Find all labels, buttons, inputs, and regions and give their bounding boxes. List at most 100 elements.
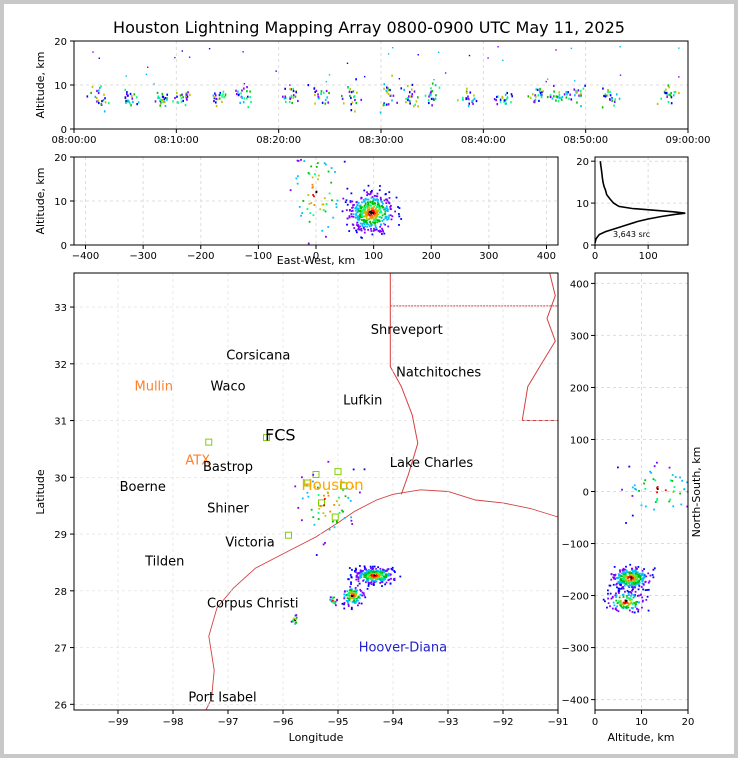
time-height-source-point <box>177 101 179 104</box>
time-height-source-point <box>400 87 403 90</box>
east-west-source-point <box>370 230 373 232</box>
time-height-source-point <box>100 85 102 88</box>
map-source-point <box>374 578 377 580</box>
time-height-source-point <box>246 90 248 93</box>
east-west-source-point <box>308 173 311 175</box>
map-source-point <box>343 593 346 596</box>
east-west-source-point <box>371 221 374 224</box>
north-south-source-point <box>630 584 633 587</box>
map-source-point <box>368 571 371 574</box>
east-west-source-point <box>382 206 385 209</box>
east-west-source-point <box>374 214 377 216</box>
north-south-height-xlabel: Altitude, km <box>607 731 674 744</box>
north-south-source-point <box>617 580 620 583</box>
time-height-source-point <box>326 96 329 99</box>
ns-xtick-label-3: 20 <box>682 717 695 728</box>
east-west-source-point <box>311 186 314 189</box>
north-south-source-point <box>626 571 628 574</box>
north-south-source-point <box>618 601 621 604</box>
map-xtick-label-1: −99 <box>107 717 128 728</box>
sensor-station-marker-1 <box>205 438 213 446</box>
time-height-source-point <box>249 96 251 99</box>
map-source-point <box>356 584 359 587</box>
time-height-source-point <box>97 101 100 105</box>
east-west-source-point <box>378 189 381 192</box>
map-source-point <box>385 581 388 584</box>
map-source-point <box>390 567 393 570</box>
north-south-source-point <box>637 610 640 613</box>
time-height-source-point <box>669 94 672 97</box>
east-west-source-point <box>398 207 401 209</box>
map-source-point <box>355 578 358 581</box>
map-source-point <box>353 590 356 593</box>
time-height-source-point <box>214 101 217 104</box>
east-west-source-point <box>371 216 374 219</box>
time-height-source-point <box>131 97 134 100</box>
map-xtick-label-9: −91 <box>547 717 568 728</box>
east-west-source-point <box>370 210 373 213</box>
east-west-source-point <box>307 194 310 196</box>
map-source-point <box>348 592 351 594</box>
map-source-point <box>367 573 369 576</box>
map-xtick-label-5: −95 <box>327 717 348 728</box>
time-height-source-point <box>499 98 502 101</box>
map-source-point <box>351 592 353 595</box>
time-height-source-point <box>615 93 618 96</box>
map-source-point <box>370 567 373 570</box>
time-height-source-point <box>383 87 385 90</box>
map-source-point <box>363 568 366 571</box>
north-south-source-point <box>618 596 621 599</box>
time-height-xtick-label-2: 08:10:00 <box>154 135 199 146</box>
map-source-point <box>329 598 332 601</box>
map-source-point <box>370 569 373 572</box>
time-height-source-point <box>283 97 286 100</box>
map-axes-box <box>73 272 559 711</box>
east-west-source-point <box>378 207 381 210</box>
time-height-source-point <box>182 96 184 99</box>
east-west-source-point <box>388 197 391 199</box>
map-source-point <box>331 599 334 602</box>
north-south-source-point <box>631 583 633 585</box>
map-source-point <box>385 570 388 572</box>
north-south-source-point <box>621 488 623 491</box>
map-source-point <box>375 578 378 581</box>
east-west-source-point <box>356 211 359 214</box>
north-south-source-point <box>640 586 643 588</box>
east-west-source-point <box>342 197 345 200</box>
north-south-source-point <box>633 570 636 573</box>
east-west-source-point <box>395 196 398 199</box>
north-south-source-point <box>630 594 632 597</box>
time-height-source-point <box>430 87 432 90</box>
east-west-source-point <box>309 212 312 214</box>
time-height-ylabel: Altitude, km <box>34 51 47 118</box>
time-height-source-point <box>668 86 670 89</box>
time-height-source-point <box>350 91 353 94</box>
map-source-point <box>380 580 383 582</box>
time-height-source-point <box>186 95 189 98</box>
east-west-source-point <box>362 208 365 211</box>
time-height-source-point <box>607 91 609 94</box>
time-height-source-point <box>346 62 349 65</box>
map-source-point <box>342 510 344 513</box>
time-height-source-point <box>496 103 499 106</box>
time-height-source-point <box>398 78 401 80</box>
north-south-source-point <box>634 593 637 596</box>
ns-ytick-label-9: 400 <box>570 279 589 290</box>
time-height-source-point <box>325 80 328 83</box>
east-west-source-point <box>359 210 362 213</box>
north-south-source-point <box>634 603 637 606</box>
east-west-source-point <box>317 178 319 181</box>
time-height-source-point <box>158 97 161 100</box>
north-south-source-point <box>625 582 627 585</box>
east-west-source-point <box>359 209 362 212</box>
north-south-source-point <box>636 572 639 574</box>
north-south-source-point <box>613 576 616 579</box>
east-west-source-point <box>375 209 378 212</box>
map-source-point <box>375 568 378 570</box>
east-west-source-point <box>376 192 379 195</box>
east-west-source-point <box>366 213 369 216</box>
north-south-source-point <box>654 501 657 503</box>
time-height-source-point <box>540 96 543 99</box>
map-source-point <box>323 504 325 507</box>
map-source-point <box>385 576 387 579</box>
